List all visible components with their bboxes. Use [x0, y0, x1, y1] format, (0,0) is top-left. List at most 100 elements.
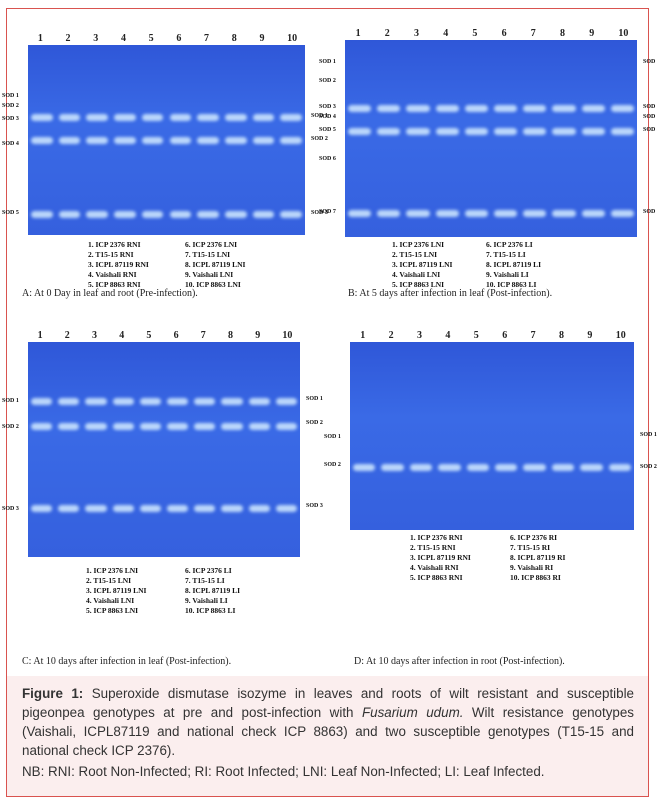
- legend-entry: 4. Vaishali LNI: [86, 596, 135, 605]
- gel-band: [494, 128, 518, 135]
- gel-band: [464, 105, 488, 112]
- caption-note: NB: RNI: Root Non-Infected; RI: Root Inf…: [22, 764, 545, 779]
- gel-band: [221, 398, 243, 405]
- lane-number: 7: [200, 330, 206, 341]
- gel-band: [221, 505, 243, 512]
- gel-image: [345, 40, 637, 237]
- sod-label-right: SOD 1: [311, 113, 328, 119]
- gel-band: [406, 128, 430, 135]
- gel-band: [409, 464, 433, 471]
- sod-label-left: SOD 2: [2, 424, 19, 430]
- lane-number: 5: [473, 330, 479, 341]
- gel-band: [435, 210, 459, 217]
- lane-number: 5: [472, 28, 478, 39]
- legend-entry: 9. Vaishali LI: [185, 596, 228, 605]
- gel-band: [348, 128, 372, 135]
- gel-band: [280, 114, 302, 121]
- legend-entry: 1. ICP 2376 LNI: [86, 566, 139, 575]
- lane-number: 8: [228, 330, 233, 341]
- gel-band: [464, 128, 488, 135]
- sod-label-left: SOD 6: [319, 156, 336, 162]
- lane-number: 7: [530, 28, 536, 39]
- gel-band: [608, 464, 631, 471]
- sod-label-right: SOD 2: [306, 420, 323, 426]
- gel-band: [466, 464, 489, 471]
- legend-entry: 8. ICPL 87119 RI: [510, 553, 566, 562]
- lane-number: 9: [587, 330, 593, 341]
- gel-band: [581, 210, 605, 217]
- gel-band: [31, 211, 53, 218]
- lane-number: 10: [618, 28, 629, 39]
- gel-band: [275, 423, 297, 430]
- legend-entry: 3. ICPL 87119 RNI: [410, 553, 471, 562]
- gel-band: [221, 423, 243, 430]
- sod-label-right: SOD 4: [643, 127, 657, 133]
- gel-band: [31, 398, 53, 405]
- sod-label-left: SOD 2: [324, 462, 341, 468]
- gel-band: [167, 398, 189, 405]
- lane-number: 4: [443, 28, 449, 39]
- legend-entry: 9. Vaishali LNI: [185, 270, 234, 279]
- legend-entry: 1. ICP 2376 LNI: [392, 240, 445, 249]
- legend-entry: 2. T15-15 LNI: [392, 250, 438, 259]
- gel-band: [252, 211, 275, 218]
- gel-band: [139, 398, 161, 405]
- gel-band: [580, 464, 603, 471]
- gel-band: [523, 210, 547, 217]
- gel-band: [280, 137, 302, 144]
- legend-entry: 6. ICP 2376 RI: [510, 533, 558, 542]
- gel-band: [494, 105, 518, 112]
- gel-band: [112, 423, 134, 430]
- legend-entry: 4. Vaishali RNI: [88, 270, 137, 279]
- legend-entry: 5. ICP 8863 RNI: [88, 280, 141, 289]
- gel-band: [581, 105, 605, 112]
- lane-number: 5: [148, 33, 154, 44]
- gel-band: [552, 210, 576, 217]
- legend-entry: 2. T15-15 LNI: [86, 576, 132, 585]
- lane-number: 2: [64, 330, 70, 341]
- gel-band: [248, 423, 270, 430]
- legend-entry: 3. ICPL 87119 LNI: [392, 260, 453, 269]
- gel-band: [169, 114, 192, 121]
- gel-band: [197, 211, 219, 218]
- gel-band: [167, 423, 189, 430]
- gel-band: [435, 128, 459, 135]
- legend-entry: 8. ICPL 87119 LI: [486, 260, 542, 269]
- gel-band: [381, 464, 404, 471]
- gel-band: [139, 505, 161, 512]
- gel-band: [167, 505, 189, 512]
- gel-band: [86, 137, 109, 144]
- gel-band: [377, 210, 401, 217]
- legend-entry: 7. T15-15 LNI: [185, 250, 231, 259]
- gel-band: [112, 505, 134, 512]
- sod-label-right: SOD 3: [311, 210, 328, 216]
- gel-band: [610, 210, 634, 217]
- gel-band: [275, 398, 297, 405]
- lane-number: 3: [92, 330, 97, 341]
- lane-number: 7: [530, 330, 536, 341]
- sod-label-right: SOD 2: [643, 104, 657, 110]
- panel-caption: B: At 5 days after infection in leaf (Po…: [348, 288, 553, 299]
- lane-number: 7: [204, 33, 210, 44]
- gel-band: [194, 398, 216, 405]
- lane-number: 6: [173, 330, 179, 341]
- gel-band: [114, 211, 136, 218]
- legend-entry: 6. ICP 2376 LI: [185, 566, 232, 575]
- gel-band: [141, 137, 164, 144]
- legend-entry: 1. ICP 2376 RNI: [88, 240, 141, 249]
- gel-band: [114, 114, 136, 121]
- lane-number: 2: [65, 33, 71, 44]
- gel-band: [552, 105, 576, 112]
- legend-entry: 1. ICP 2376 RNI: [410, 533, 463, 542]
- gel-band: [31, 505, 53, 512]
- sod-label-left: SOD 1: [324, 434, 341, 440]
- legend-entry: 7. T15-15 RI: [510, 543, 551, 552]
- gel-band: [58, 114, 81, 121]
- gel-band: [31, 137, 53, 144]
- sod-label-left: SOD 4: [319, 114, 336, 120]
- lane-number: 9: [255, 330, 261, 341]
- lane-number: 1: [360, 330, 366, 341]
- legend-entry: 8. ICPL 87119 LNI: [185, 260, 246, 269]
- sod-label-left: SOD 5: [2, 210, 19, 216]
